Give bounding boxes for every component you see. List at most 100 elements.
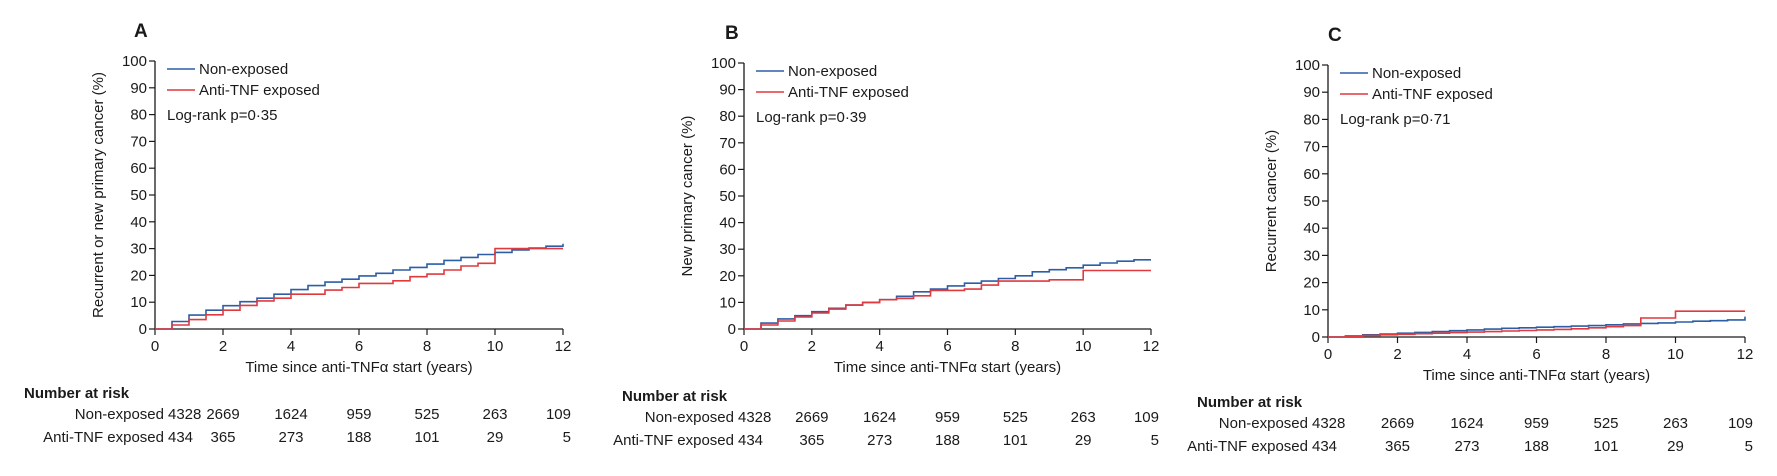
panel-b-y-tick-label: 40 [719,215,736,232]
panel-a-risk-value: 434 [168,429,193,446]
panel-b-x-tick-label: 10 [1075,338,1092,355]
panel-b-x-tick-label: 8 [1011,338,1019,355]
panel-a-y-tick-label: 70 [130,133,147,150]
panel-b-risk-value: 273 [867,432,892,449]
panel-c-risk-value: 101 [1593,438,1618,455]
panel-b-risk-value: 959 [935,409,960,426]
panel-a-x-tick-label: 2 [219,338,227,355]
panel-b-risk-value: 365 [799,432,824,449]
panel-a-risk-title: Number at risk [24,385,130,402]
panel-c-y-tick-label: 90 [1303,84,1320,101]
panel-a-y-axis-title: Recurrent or new primary cancer (%) [90,72,107,318]
panel-c-risk-value: 1624 [1450,415,1483,432]
panel-a-y-tick-label: 10 [130,294,147,311]
panel-b-series-anti-tnf-exposed-line [744,269,1151,330]
panel-c-x-tick-label: 2 [1393,346,1401,363]
panel-c-y-tick-label: 0 [1312,329,1320,346]
panel-b-risk-value: 1624 [863,409,896,426]
panel-a-y-tick-label: 40 [130,214,147,231]
panel-c-x-tick-label: 0 [1324,346,1332,363]
panel-c-x-tick-label: 6 [1532,346,1540,363]
panel-c-risk-value: 525 [1593,415,1618,432]
panel-c-risk-value: 5 [1745,438,1753,455]
panel-c-y-tick-label: 40 [1303,220,1320,237]
panel-a-risk-value: 959 [346,406,371,423]
panel-b-risk-value: 525 [1003,409,1028,426]
panel-b-x-tick-label: 6 [943,338,951,355]
panel-c-risk-row-label: Anti-TNF exposed [1187,438,1308,455]
panel-a-y-tick-label: 90 [130,80,147,97]
panel-c-letter: C [1328,25,1342,46]
panel-c-legend-label: Non-exposed [1372,65,1461,82]
panel-a-risk-value: 5 [563,429,571,446]
panel-b-risk-row-label: Non-exposed [645,409,734,426]
panel-b-x-axis-title: Time since anti-TNFα start (years) [834,359,1061,376]
panel-b-y-tick-label: 0 [728,321,736,338]
panel-b-risk-value: 101 [1003,432,1028,449]
panel-c-risk-value: 2669 [1381,415,1414,432]
panel-c-y-tick-label: 70 [1303,139,1320,156]
panel-c-risk-value: 959 [1524,415,1549,432]
panel-b-y-tick-label: 100 [711,55,736,72]
panel-b-y-axis-title: New primary cancer (%) [679,116,696,277]
panel-a-risk-value: 4328 [168,406,201,423]
panel-a-risk-row-label: Non-exposed [75,406,164,423]
panel-a-risk-value: 109 [546,406,571,423]
panel-b-risk-value: 2669 [795,409,828,426]
panel-a-x-tick-label: 12 [555,338,572,355]
panel-c-y-tick-label: 30 [1303,247,1320,264]
panel-c-y-tick-label: 80 [1303,111,1320,128]
panel-a-risk-value: 273 [278,429,303,446]
panel-b-y-tick-label: 10 [719,294,736,311]
panel-c-risk-value: 263 [1663,415,1688,432]
panel-a-x-tick-label: 10 [487,338,504,355]
panel-a-y-tick-label: 60 [130,160,147,177]
panel-a-risk-value: 2669 [206,406,239,423]
panel-b-y-tick-label: 20 [719,268,736,285]
panel-c-x-tick-label: 12 [1737,346,1754,363]
panel-b-risk-value: 5 [1151,432,1159,449]
panel-c-x-tick-label: 4 [1463,346,1471,363]
panel-c-y-tick-label: 100 [1295,57,1320,74]
panel-c-risk-value: 365 [1385,438,1410,455]
panel-c-risk-value: 273 [1454,438,1479,455]
panel-b-risk-title: Number at risk [622,388,728,405]
panel-b-y-tick-label: 60 [719,161,736,178]
panel-a-x-tick-label: 4 [287,338,295,355]
panel-c-risk-row-label: Non-exposed [1219,415,1308,432]
panel-c-y-tick-label: 10 [1303,302,1320,319]
panel-c-x-tick-label: 10 [1667,346,1684,363]
panel-c-x-tick-label: 8 [1602,346,1610,363]
panel-a-risk-value: 263 [482,406,507,423]
panel-b-y-tick-label: 80 [719,108,736,125]
panel-c-risk-value: 4328 [1312,415,1345,432]
panel-b-risk-value: 434 [738,432,763,449]
panel-a-risk-row-label: Anti-TNF exposed [43,429,164,446]
panel-a-y-tick-label: 0 [139,321,147,338]
panel-b-x-tick-label: 12 [1143,338,1160,355]
panel-c-y-tick-label: 50 [1303,193,1320,210]
panel-a-y-tick-label: 30 [130,241,147,258]
panel-c-risk-title: Number at risk [1197,394,1303,411]
panel-a-letter: A [134,21,148,42]
panel-a-y-tick-label: 50 [130,187,147,204]
panel-a-x-tick-label: 6 [355,338,363,355]
panel-c-risk-value: 109 [1728,415,1753,432]
panel-a-logrank-annotation: Log-rank p=0·35 [167,107,278,124]
panel-b-risk-value: 188 [935,432,960,449]
panel-b-x-tick-label: 2 [808,338,816,355]
panel-b-legend-label: Anti-TNF exposed [788,84,909,101]
panel-a-series-anti-tnf-exposed-line [155,247,563,330]
panel-c-legend-label: Anti-TNF exposed [1372,86,1493,103]
panel-a-risk-value: 188 [346,429,371,446]
panel-a-legend-label: Non-exposed [199,61,288,78]
panel-c-series-anti-tnf-exposed-line [1328,310,1745,338]
panel-c-x-axis-title: Time since anti-TNFα start (years) [1423,367,1650,384]
panel-b-legend-label: Non-exposed [788,63,877,80]
panel-b-risk-row-label: Anti-TNF exposed [613,432,734,449]
panel-a-x-axis-title: Time since anti-TNFα start (years) [245,359,472,376]
panel-b-letter: B [725,23,739,44]
panel-a-y-tick-label: 20 [130,267,147,284]
panel-b-y-tick-label: 70 [719,135,736,152]
